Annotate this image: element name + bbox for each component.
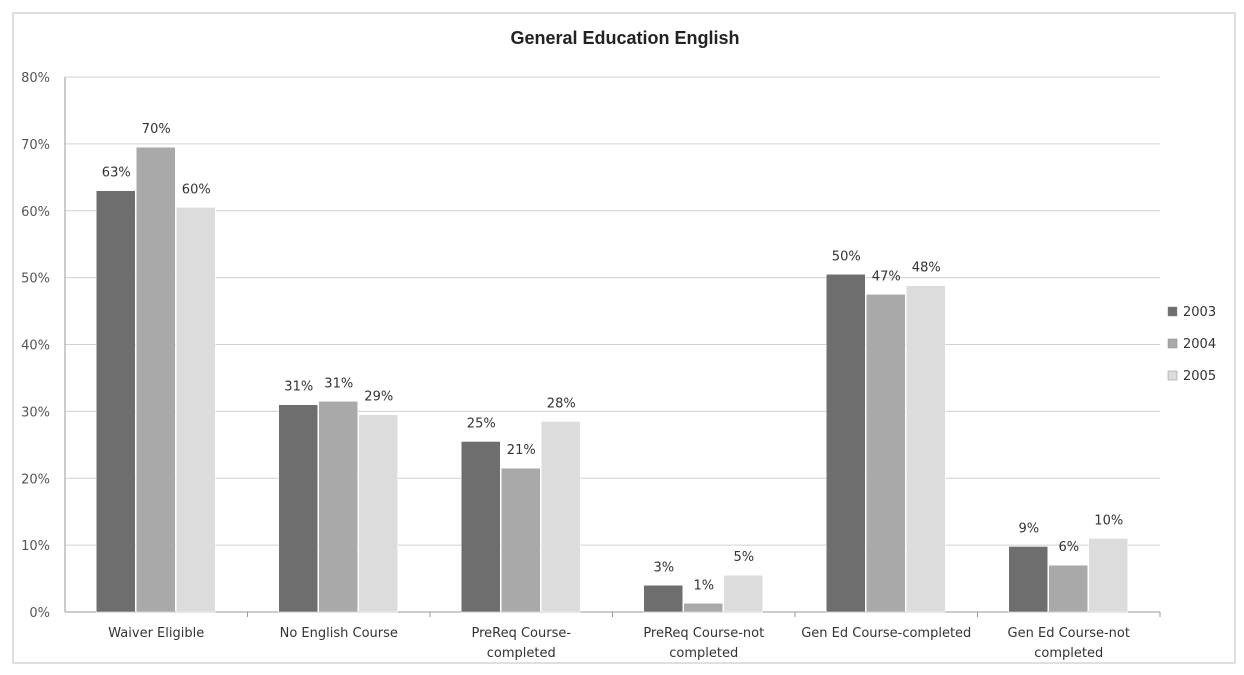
bar-2003	[96, 190, 136, 613]
bar-2003	[826, 274, 866, 613]
data-label: 70%	[142, 122, 171, 137]
x-category-label: Gen Ed Course-not	[1008, 626, 1130, 641]
y-tick-label: 30%	[21, 405, 50, 420]
data-label: 3%	[653, 560, 674, 575]
y-tick-label: 60%	[21, 205, 50, 220]
data-label: 9%	[1018, 521, 1039, 536]
legend-label-2004: 2004	[1183, 337, 1216, 352]
x-category-label: completed	[1034, 646, 1103, 661]
data-label: 25%	[467, 416, 496, 431]
y-tick-label: 50%	[21, 272, 50, 287]
bar-2004	[318, 401, 358, 613]
y-tick-label: 70%	[21, 138, 50, 153]
x-category-label: PreReq Course-not	[643, 626, 764, 641]
y-tick-label: 20%	[21, 472, 50, 487]
bar-2004	[136, 146, 176, 613]
y-tick-label: 40%	[21, 339, 50, 354]
x-category-label: No English Course	[280, 626, 398, 641]
data-label: 47%	[872, 269, 901, 284]
bar-2005	[1088, 538, 1128, 613]
data-label: 50%	[832, 249, 861, 264]
legend-swatch-2004	[1167, 338, 1178, 349]
chart-title: General Education English	[510, 28, 739, 48]
data-label: 6%	[1058, 540, 1079, 555]
legend-label-2003: 2003	[1183, 305, 1216, 320]
data-label: 1%	[693, 578, 714, 593]
bar-2005	[906, 285, 946, 613]
data-label: 60%	[182, 182, 211, 197]
bar-2004	[1048, 564, 1088, 613]
data-label: 48%	[912, 261, 941, 276]
bar-2005	[358, 414, 398, 613]
x-category-label: completed	[669, 646, 738, 661]
data-label: 21%	[507, 443, 536, 458]
data-label: 28%	[547, 396, 576, 411]
bar-2003	[278, 404, 318, 613]
data-label: 29%	[364, 390, 393, 405]
data-label: 31%	[324, 376, 353, 391]
gridlines	[65, 76, 1160, 546]
y-tick-label: 10%	[21, 539, 50, 554]
x-axis: Waiver Eligible No English Course PreReq C…	[108, 612, 1161, 661]
bar-2005	[723, 574, 763, 613]
data-label: 31%	[284, 380, 313, 395]
x-category-label: PreReq Course-	[471, 626, 571, 641]
bar-2005	[541, 421, 581, 613]
y-tick-label: 0%	[29, 606, 50, 621]
legend: 2003 2004 2005	[1167, 305, 1216, 384]
bars	[96, 146, 1128, 613]
bar-2005	[176, 207, 216, 613]
legend-swatch-2005	[1167, 370, 1178, 381]
bar-2004	[683, 603, 723, 613]
x-category-label: Gen Ed Course-completed	[801, 626, 971, 641]
data-labels: 63% 70% 60% 31% 31% 29% 25% 21% 28% 3% 1% 5% 50% 47% 4…	[102, 122, 1123, 593]
bar-2003	[461, 441, 501, 613]
y-tick-label: 80%	[21, 71, 50, 86]
legend-swatch-2003	[1167, 306, 1178, 317]
data-label: 10%	[1094, 513, 1123, 528]
bar-2004	[866, 294, 906, 613]
x-category-label: completed	[487, 646, 556, 661]
bar-2003	[643, 585, 683, 613]
bar-2004	[501, 467, 541, 613]
data-label: 63%	[102, 166, 131, 181]
bar-2003	[1008, 546, 1048, 613]
data-label: 5%	[733, 550, 754, 565]
x-category-label: Waiver Eligible	[108, 626, 204, 641]
legend-label-2005: 2005	[1183, 369, 1216, 384]
